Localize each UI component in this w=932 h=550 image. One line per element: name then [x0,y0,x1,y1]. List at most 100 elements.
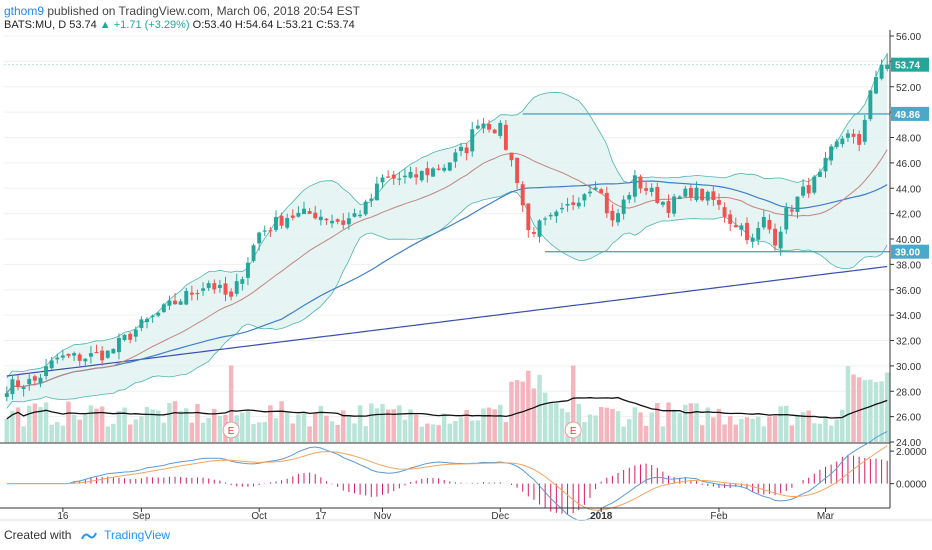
publish-info: gthom9 published on TradingView.com, Mar… [4,4,360,18]
candle-body [588,191,592,194]
time-tick-label: 17 [315,511,327,522]
volume-bar [10,410,15,442]
price-tick-label: 28.00 [896,387,921,398]
candle-body [526,203,531,231]
candle-body [817,171,822,177]
volume-bar [873,381,879,442]
volume-bar [688,403,694,442]
price-tick-label: 44.00 [896,184,921,195]
candle-body [139,319,144,329]
candle-body [447,162,452,171]
volume-bar [184,408,189,442]
candle-body [341,220,346,225]
volume-bar [369,403,374,442]
candle-body [857,134,862,145]
candle-body [559,207,564,210]
candle-body [425,168,430,176]
candle-body [94,351,99,354]
candle-body [66,353,71,356]
candle-body [543,218,548,220]
candle-body [773,228,778,246]
volume-bar [469,420,475,442]
candle-body [610,210,615,221]
volume-bar [71,414,77,442]
time-tick-label: 16 [57,511,69,522]
volume-bar [627,419,632,442]
volume-bar [43,402,49,442]
volume-bar [127,424,133,442]
volume-bar [83,413,88,442]
volume-bar [666,402,671,442]
candle-body [290,215,295,218]
tradingview-brand[interactable]: TradingView [104,528,171,542]
volume-bar [694,403,699,442]
volume-bar [453,421,458,442]
candle-body [688,187,693,198]
candle-body [840,138,845,145]
price-label: 39.00 [895,248,920,259]
candle-body [251,245,256,261]
volume-bar [671,409,677,442]
candle-body [60,355,65,358]
candle-body [672,196,677,214]
volume-bar [363,426,368,442]
volume-bar [643,425,649,442]
volume-bar [167,402,172,442]
candle-body [386,176,391,178]
time-axis: 16 Sep Oct 17 Nov Dec 2018 Feb Mar [0,507,932,522]
volume-bar [733,424,739,442]
candle-body [784,207,789,230]
volume-bar [402,419,408,442]
volume-bar [144,407,150,442]
candle-body [677,196,682,199]
volume-bar [582,422,587,442]
candle-body [133,329,138,337]
candle-body [756,227,761,240]
volume-bars [4,365,890,442]
volume-bar [212,408,217,442]
volume-bar [324,415,329,442]
volume-bar [868,379,873,442]
price-tick-label: 34.00 [896,311,921,322]
volume-bar [268,405,273,442]
volume-bar [727,416,733,442]
volume-average-line [6,396,888,420]
volume-bar [122,407,127,442]
price-tick-label: 32.00 [896,337,921,348]
volume-bar [554,403,559,442]
volume-bar [744,417,750,442]
author-name[interactable]: gthom9 [4,4,45,18]
candle-body [184,290,189,305]
volume-bar [492,409,497,442]
candle-body [722,207,727,217]
candle-body [268,230,273,232]
volume-bar [593,415,598,442]
candle-body [105,350,110,358]
candle-body [380,177,385,183]
candle-body [156,312,161,316]
candle-body [537,220,542,237]
earnings-marker-label: E [228,426,235,437]
candle-body [705,191,710,201]
volume-bar [806,410,811,442]
candle-body [750,237,755,242]
volume-bar [279,401,284,442]
candle-body [195,292,200,295]
candle-body [324,218,329,221]
candle-body [593,187,598,190]
volume-bar [705,407,710,442]
candle-body [83,358,88,362]
volume-bar [576,403,582,442]
candle-body [868,90,873,120]
moving-averages [6,149,888,394]
volume-bar [206,417,211,442]
volume-bar [15,407,21,442]
candle-body [419,170,424,181]
volume-bar [26,405,32,442]
candle-body [616,213,620,223]
volume-bar [189,422,195,442]
earnings-marker-label: E [570,426,577,437]
price-tick-label: 36.00 [896,286,921,297]
